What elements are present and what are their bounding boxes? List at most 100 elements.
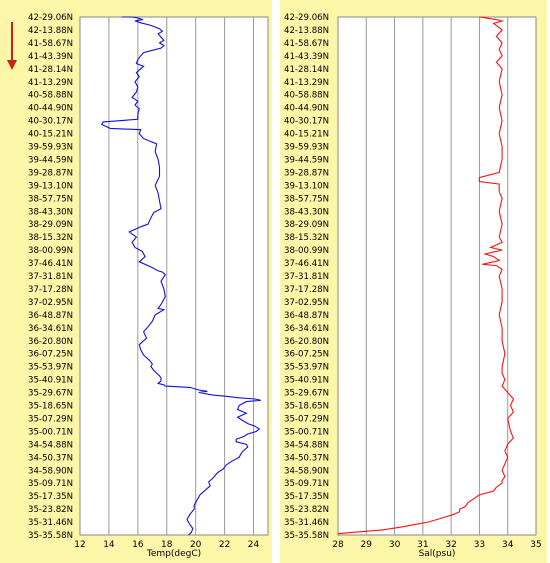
sal-latitude-label: 38-57.75N xyxy=(284,194,329,204)
temp-latitude-label: 42-29.06N xyxy=(28,13,73,23)
sal-x-tick-label: 35 xyxy=(530,540,541,550)
sal-latitude-label: 40-58.88N xyxy=(284,91,329,101)
sal-latitude-label: 35-53.97N xyxy=(284,363,329,373)
sal-latitude-label: 41-58.67N xyxy=(284,39,329,49)
temp-latitude-label: 35-17.35N xyxy=(28,492,73,502)
sal-x-tick-label: 28 xyxy=(332,540,344,550)
sal-latitude-label: 35-07.29N xyxy=(284,414,329,424)
sal-x-tick-label: 29 xyxy=(361,540,373,550)
temp-latitude-label: 41-58.67N xyxy=(28,39,73,49)
temp-latitude-label: 40-44.90N xyxy=(28,104,73,114)
temp-latitude-label: 40-30.17N xyxy=(28,117,73,127)
temp-latitude-label: 35-29.67N xyxy=(28,389,73,399)
sal-latitude-label: 38-43.30N xyxy=(284,207,329,217)
sal-latitude-label: 42-29.06N xyxy=(284,13,329,23)
sal-latitude-label: 35-31.46N xyxy=(284,518,329,528)
sal-latitude-label: 35-18.65N xyxy=(284,402,329,412)
sal-latitude-label: 35-09.71N xyxy=(284,479,329,489)
sal-latitude-label: 39-28.87N xyxy=(284,168,329,178)
temp-latitude-label: 41-43.39N xyxy=(28,52,73,62)
sal-latitude-label: 38-15.32N xyxy=(284,233,329,243)
sal-latitude-label: 35-00.71N xyxy=(284,427,329,437)
sal-latitude-label: 40-15.21N xyxy=(284,130,329,140)
temp-latitude-label: 35-09.71N xyxy=(28,479,73,489)
temp-latitude-label: 37-31.81N xyxy=(28,272,73,282)
temp-latitude-label: 37-46.41N xyxy=(28,259,73,269)
sal-latitude-label: 37-02.95N xyxy=(284,298,329,308)
sal-x-tick-label: 34 xyxy=(502,540,514,550)
temp-latitude-label: 35-35.58N xyxy=(28,531,73,541)
temp-latitude-label: 41-28.14N xyxy=(28,65,73,75)
sal-profile-line xyxy=(337,16,515,535)
sal-latitude-label: 41-13.29N xyxy=(284,78,329,88)
temp-latitude-label: 35-31.46N xyxy=(28,518,73,528)
sal-latitude-label: 37-17.28N xyxy=(284,285,329,295)
sal-latitude-label: 39-44.59N xyxy=(284,155,329,165)
sal-latitude-label: 38-29.09N xyxy=(284,220,329,230)
temp-latitude-label: 34-58.90N xyxy=(28,466,73,476)
temp-x-tick-label: 24 xyxy=(248,540,260,550)
sal-latitude-label: 35-17.35N xyxy=(284,492,329,502)
temp-latitude-label: 41-13.29N xyxy=(28,78,73,88)
temp-latitude-label: 35-18.65N xyxy=(28,402,73,412)
temp-latitude-label: 34-50.37N xyxy=(28,453,73,463)
temp-latitude-label: 37-17.28N xyxy=(28,285,73,295)
sal-latitude-label: 34-54.88N xyxy=(284,440,329,450)
temp-latitude-label: 38-43.30N xyxy=(28,207,73,217)
sal-x-tick-label: 31 xyxy=(417,540,428,550)
sal-x-tick-label: 32 xyxy=(445,540,456,550)
temp-latitude-label: 36-07.25N xyxy=(28,350,73,360)
sal-latitude-label: 42-13.88N xyxy=(284,26,329,36)
temp-latitude-label: 39-44.59N xyxy=(28,155,73,165)
temp-latitude-label: 35-23.82N xyxy=(28,505,73,515)
temp-profile-line xyxy=(100,16,261,536)
sal-latitude-label: 39-13.10N xyxy=(284,181,329,191)
temp-x-tick-label: 22 xyxy=(219,540,230,550)
temp-x-tick-label: 20 xyxy=(190,540,202,550)
temp-x-tick-label: 16 xyxy=(132,540,144,550)
sal-latitude-label: 35-40.91N xyxy=(284,376,329,386)
temp-latitude-label: 35-53.97N xyxy=(28,363,73,373)
sal-plot-area xyxy=(337,16,537,536)
temp-latitude-label: 38-00.99N xyxy=(28,246,73,256)
sal-latitude-label: 41-28.14N xyxy=(284,65,329,75)
temperature-chart: 42-29.06N 42-13.88N 41-58.67N 41-43.39N 41-2… xyxy=(28,13,269,559)
temp-plot-area xyxy=(79,16,269,536)
sal-latitude-label: 35-23.82N xyxy=(284,505,329,515)
sal-latitude-label: 36-20.80N xyxy=(284,337,329,347)
temp-latitude-label: 39-59.93N xyxy=(28,143,73,153)
temp-latitude-label: 38-57.75N xyxy=(28,194,73,204)
sal-x-axis-title: Sal(psu) xyxy=(419,549,456,559)
temp-latitude-label: 36-48.87N xyxy=(28,311,73,321)
temp-latitude-label: 39-13.10N xyxy=(28,181,73,191)
sal-latitude-label: 35-35.58N xyxy=(284,531,329,541)
sal-latitude-label: 37-46.41N xyxy=(284,259,329,269)
sal-latitude-label: 34-58.90N xyxy=(284,466,329,476)
temp-latitude-label: 34-54.88N xyxy=(28,440,73,450)
temp-latitude-label: 37-02.95N xyxy=(28,298,73,308)
sal-latitude-label: 40-30.17N xyxy=(284,117,329,127)
temp-x-tick-label: 14 xyxy=(103,540,115,550)
temp-latitude-label: 38-29.09N xyxy=(28,220,73,230)
down-arrow-icon xyxy=(7,22,17,70)
sal-latitude-label: 36-48.87N xyxy=(284,311,329,321)
temp-latitude-label: 35-40.91N xyxy=(28,376,73,386)
temp-latitude-label: 35-00.71N xyxy=(28,427,73,437)
sal-latitude-label: 41-43.39N xyxy=(284,52,329,62)
sal-latitude-label: 34-50.37N xyxy=(284,453,329,463)
temp-latitude-label: 35-07.29N xyxy=(28,414,73,424)
temp-latitude-label: 42-13.88N xyxy=(28,26,73,36)
sal-latitude-label: 36-07.25N xyxy=(284,350,329,360)
temp-x-tick-label: 12 xyxy=(74,540,85,550)
sal-x-tick-label: 33 xyxy=(474,540,485,550)
temp-latitude-label: 40-15.21N xyxy=(28,130,73,140)
temp-x-tick-label: 18 xyxy=(161,540,173,550)
sal-latitude-label: 36-34.61N xyxy=(284,324,329,334)
sal-latitude-label: 35-29.67N xyxy=(284,389,329,399)
sal-latitude-label: 39-59.93N xyxy=(284,143,329,153)
temp-latitude-label: 38-15.32N xyxy=(28,233,73,243)
sal-latitude-label: 40-44.90N xyxy=(284,104,329,114)
temp-latitude-label: 36-20.80N xyxy=(28,337,73,347)
temp-latitude-label: 40-58.88N xyxy=(28,91,73,101)
